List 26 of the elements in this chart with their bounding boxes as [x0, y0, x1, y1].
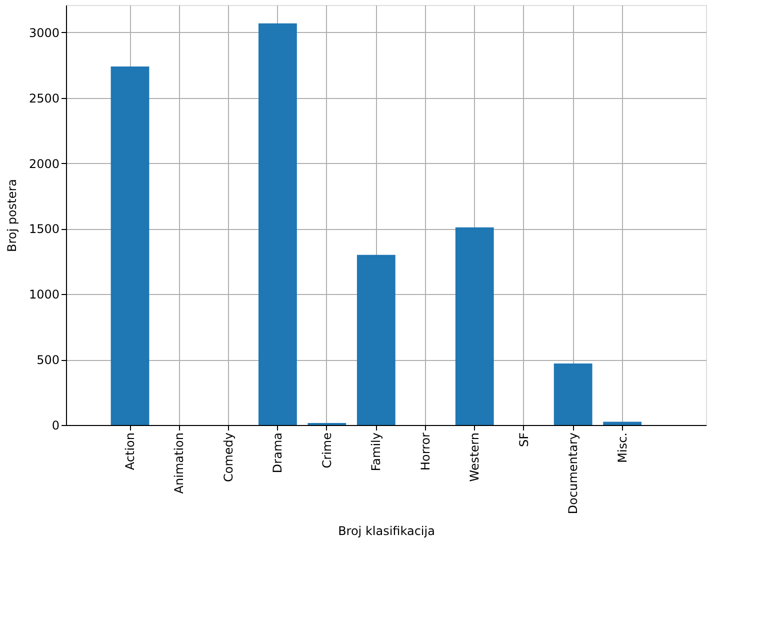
- bar: [356, 254, 396, 425]
- x-tick-label: Horror: [418, 432, 432, 471]
- bar: [110, 66, 150, 425]
- x-tick-label: SF: [516, 432, 531, 448]
- y-tick-label: 2000: [28, 156, 60, 171]
- x-tick-label: Action: [123, 432, 137, 470]
- bar: [603, 422, 642, 425]
- x-axis-title: Broj klasifikacija: [338, 524, 435, 538]
- y-tick-label: 0: [52, 418, 60, 432]
- y-tick-label: 1000: [28, 288, 60, 302]
- x-tick-label: Misc.: [615, 432, 630, 463]
- bar: [455, 227, 494, 425]
- x-tick-label: Western: [468, 432, 482, 482]
- x-tick-label: Crime: [320, 432, 334, 468]
- x-tick-label: Comedy: [221, 432, 236, 482]
- x-tick-label: Drama: [270, 432, 285, 474]
- bar: [554, 364, 592, 425]
- y-tick-label: 500: [36, 353, 60, 368]
- y-tick-label: 2500: [28, 91, 60, 106]
- x-tick-label: Documentary: [566, 432, 580, 514]
- y-tick-label: 3000: [28, 26, 60, 40]
- bar: [258, 23, 297, 425]
- x-tick-label: Animation: [172, 432, 186, 494]
- x-tick-label: Family: [369, 432, 384, 472]
- y-axis-title: Broj postera: [4, 179, 19, 252]
- y-tick-label: 1500: [28, 222, 60, 236]
